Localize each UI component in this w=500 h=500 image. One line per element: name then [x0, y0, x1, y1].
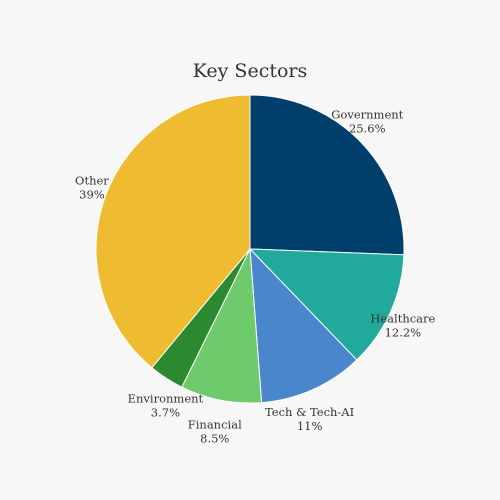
pie-slices	[95, 94, 405, 404]
slice-value-other: 39%	[79, 187, 105, 201]
pie-slice-tech-tech-ai	[249, 247, 358, 404]
slice-label-tech-tech-ai: Tech & Tech-AI	[265, 405, 354, 419]
slice-label-financial: Financial	[188, 418, 242, 432]
slice-value-financial: 8.5%	[200, 432, 229, 446]
pie-slice-other	[95, 94, 251, 369]
slice-value-tech-tech-ai: 11%	[297, 419, 323, 433]
slice-label-healthcare: Healthcare	[370, 312, 435, 326]
chart-title: Key Sectors	[192, 60, 308, 82]
slice-label-other: Other	[75, 173, 109, 187]
slice-label-government: Government	[331, 108, 403, 122]
pie-slice-government	[249, 94, 405, 256]
pie-slice-healthcare	[248, 248, 405, 361]
slice-label-environment: Environment	[128, 391, 204, 405]
slice-value-environment: 3.7%	[151, 405, 180, 419]
slice-value-government: 25.6%	[349, 122, 386, 136]
slice-value-healthcare: 12.2%	[385, 326, 422, 340]
